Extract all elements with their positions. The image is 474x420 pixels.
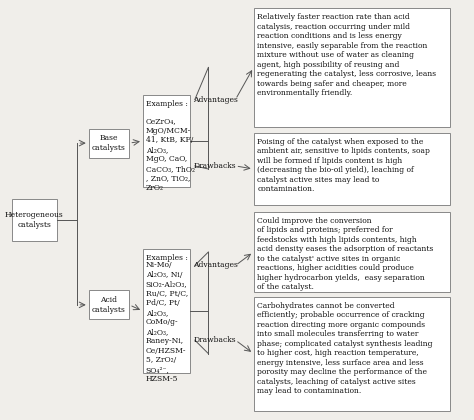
FancyBboxPatch shape [254,8,450,126]
FancyBboxPatch shape [254,212,450,292]
FancyBboxPatch shape [89,290,129,319]
FancyBboxPatch shape [89,129,129,158]
Text: Ni-Mo/
Al₂O₃, Ni/
SiO₂-Al₂O₃,
Ru/C, Pt/C,
Pd/C, Pt/
Al₂O₃,
CoMo/g-
Al₂O₃,
Raney-: Ni-Mo/ Al₂O₃, Ni/ SiO₂-Al₂O₃, Ru/C, Pt/C… [146,261,188,383]
Text: Examples :: Examples : [146,100,188,108]
Text: Drawbacks: Drawbacks [194,336,237,344]
Text: Drawbacks: Drawbacks [194,162,237,170]
FancyBboxPatch shape [254,297,450,411]
FancyBboxPatch shape [254,133,450,205]
Text: Advantages: Advantages [193,262,237,270]
Text: Poising of the catalyst when exposed to the
ambient air, sensitive to lipids con: Poising of the catalyst when exposed to … [257,138,430,193]
Text: Relatively faster reaction rate than acid
catalysis, reaction occurring under mi: Relatively faster reaction rate than aci… [257,13,436,97]
FancyBboxPatch shape [143,95,190,186]
Text: Carbohydrates cannot be converted
efficiently; probable occurrence of cracking
r: Carbohydrates cannot be converted effici… [257,302,433,395]
Text: CeZrO₄,
MgO/MCM-
41, KtB, KF/
Al₂O₃,
MgO, CaO,
CaCO₃, ThO₂
, ZnO, TiO₂,
ZrO₂: CeZrO₄, MgO/MCM- 41, KtB, KF/ Al₂O₃, MgO… [146,108,194,192]
FancyBboxPatch shape [12,199,57,241]
Text: Advantages: Advantages [193,95,237,104]
Text: Examples :: Examples : [146,254,188,262]
Text: Could improve the conversion
of lipids and proteins; preferred for
feedstocks wi: Could improve the conversion of lipids a… [257,217,434,291]
Text: Acid
catalysts: Acid catalysts [92,296,126,314]
Text: Base
catalysts: Base catalysts [92,134,126,152]
Text: Heterogeneous
catalysts: Heterogeneous catalysts [5,211,64,229]
FancyBboxPatch shape [143,249,190,373]
